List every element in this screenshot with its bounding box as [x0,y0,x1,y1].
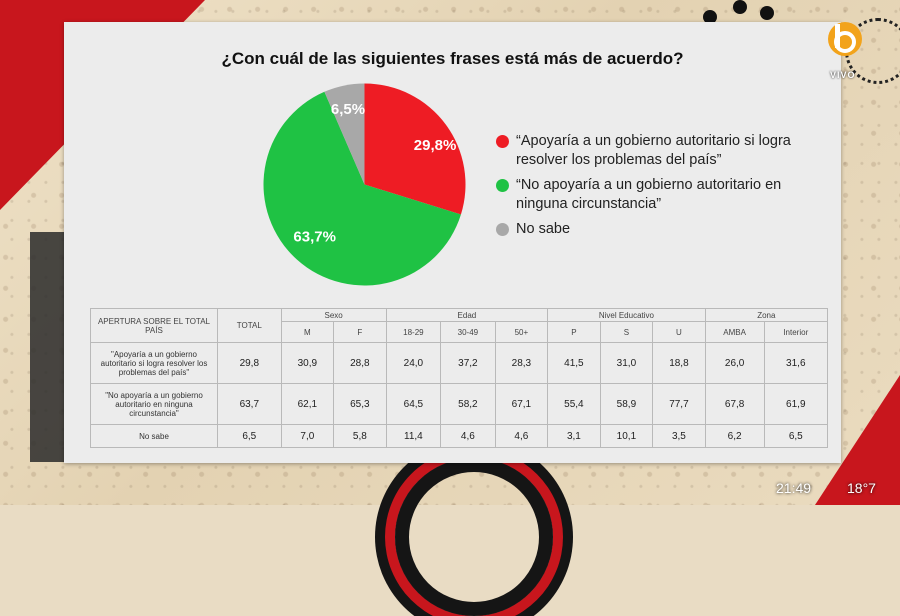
legend-label: No sabe [516,221,571,237]
table-cell: 64,5 [385,383,442,425]
legend-swatch [496,179,509,192]
table-row: "No apoyaría a un gobierno autoritario e… [90,383,829,425]
table-cell: 29,8 [217,342,282,384]
table-column-header: 30-49 [440,321,496,343]
table-cell: 24,0 [385,342,442,384]
table-group-header: Zona [704,308,829,322]
table-cell: 77,7 [652,383,706,425]
table-cell: 63,7 [217,383,282,425]
table-cell: 4,6 [440,424,496,448]
table-row: "Apoyaría a un gobierno autoritario si l… [90,342,829,384]
pie-slice [364,83,466,215]
table-cell: 28,8 [333,342,387,384]
table-cell: 11,4 [385,424,442,448]
table-cell: 28,3 [494,342,549,384]
table-cell: 6,5 [217,424,282,448]
legend-swatch [496,135,509,148]
table-cell: 5,8 [333,424,387,448]
table-column-header: Interior [763,321,829,343]
table-cell: 3,1 [547,424,601,448]
breakdown-table: APERTURA SOBRE EL TOTAL PAÍS TOTAL Sexo E… [90,308,829,448]
table-column-header: 18-29 [385,321,442,343]
table-column-header: M [280,321,335,343]
table-column-header: U [652,321,706,343]
pie-slice-label: 6,5% [331,101,365,118]
table-row: No sabe 6,5 7,0 5,8 11,4 4,6 4,6 3,1 10,1 3,5 6,2 6… [90,424,829,448]
clock: 21:49 [776,480,812,496]
legend-item: “Apoyaría a un gobierno autoritario si l… [496,132,816,170]
table-cell: 58,2 [440,383,496,425]
table-group-header: Nivel Educativo [547,308,706,322]
legend-label: “No apoyaría a un gobierno autoritario e… [516,177,782,212]
decor-dot [703,10,717,24]
table-cell: 37,2 [440,342,496,384]
table-cell: 26,0 [704,342,765,384]
table-cell: 55,4 [547,383,601,425]
table-cell: 30,9 [280,342,335,384]
table-column-header: P [547,321,601,343]
table-cell: 10,1 [599,424,654,448]
logo-stem [835,24,840,48]
table-cell: 7,0 [280,424,335,448]
table-row-label: No sabe [90,424,218,448]
table-column-header: 50+ [494,321,549,343]
table-column-header: F [333,321,387,343]
legend-swatch [496,223,509,236]
table-column-header: S [599,321,654,343]
table-cell: 67,8 [704,383,765,425]
decor-dot [733,0,747,14]
table-group-header: Sexo [280,308,387,322]
table-group-header: Edad [385,308,549,322]
legend-label: “Apoyaría a un gobierno autoritario si l… [516,133,791,168]
table-cell: 67,1 [494,383,549,425]
pie-slice-label: 29,8% [414,137,457,154]
table-corner-label: APERTURA SOBRE EL TOTAL PAÍS [90,308,218,343]
table-cell: 62,1 [280,383,335,425]
table-cell: 61,9 [763,383,829,425]
chart-card: ¿Con cuál de las siguientes frases está … [64,22,841,463]
table-cell: 3,5 [652,424,706,448]
temperature: 18°7 [847,480,876,496]
table-header-row: APERTURA SOBRE EL TOTAL PAÍS TOTAL Sexo E… [90,308,829,343]
table-cell: 31,0 [599,342,654,384]
decor-dot [760,6,774,20]
table-cell: 41,5 [547,342,601,384]
table-cell: 4,6 [494,424,549,448]
pie-slice [263,91,461,286]
pie-slice-label: 63,7% [293,229,336,246]
table-cell: 6,5 [763,424,829,448]
table-cell: 58,9 [599,383,654,425]
table-total-header: TOTAL [217,308,282,343]
table-row-label: "Apoyaría a un gobierno autoritario si l… [90,342,218,384]
table-column-header: AMBA [704,321,765,343]
table-cell: 18,8 [652,342,706,384]
chart-title: ¿Con cuál de las siguientes frases está … [221,49,684,68]
pie-slice [324,83,365,185]
table-cell: 31,6 [763,342,829,384]
table-cell: 65,3 [333,383,387,425]
decor-target-circle [395,458,553,616]
channel-logo [828,22,862,56]
legend-item: “No apoyaría a un gobierno autoritario e… [496,176,816,214]
pie-chart: 29,8% 63,7% 6,5% [263,83,466,286]
chart-legend: “Apoyaría a un gobierno autoritario si l… [496,132,816,245]
logo-subtitle: VIVO [830,70,856,80]
table-row-label: "No apoyaría a un gobierno autoritario e… [90,383,218,425]
table-cell: 6,2 [704,424,765,448]
legend-item: No sabe [496,220,816,239]
